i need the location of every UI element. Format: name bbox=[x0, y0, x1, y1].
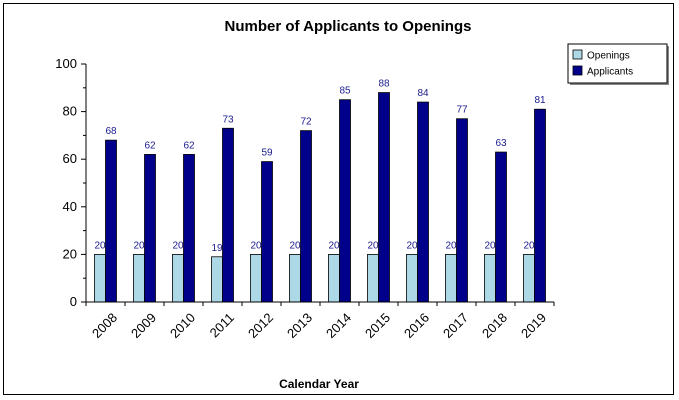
chart-title: Number of Applicants to Openings bbox=[225, 18, 472, 35]
chart-frame: Number of Applicants to Openings 20 68 20 6… bbox=[3, 3, 674, 395]
x-tick-label-2008: 2008 bbox=[89, 310, 120, 341]
data-label-applicants-2008: 68 bbox=[105, 126, 117, 137]
bar-applicants-2014 bbox=[339, 99, 351, 303]
data-label-applicants-2014: 85 bbox=[339, 86, 351, 97]
bar-openings-2016 bbox=[406, 253, 418, 303]
bar-applicants-2013 bbox=[300, 130, 312, 303]
data-labels-layer: 20 68 20 62 20 62 19 73 20 59 20 72 20 85 20 88 20 84 20 77… bbox=[94, 79, 546, 254]
data-label-openings-2009: 20 bbox=[133, 240, 145, 251]
data-label-applicants-2015: 88 bbox=[378, 79, 390, 90]
bar-applicants-2016 bbox=[417, 101, 429, 303]
data-label-openings-2008: 20 bbox=[94, 240, 106, 251]
data-label-openings-2010: 20 bbox=[172, 240, 184, 251]
bar-openings-2013 bbox=[289, 253, 301, 303]
bar-applicants-2012 bbox=[261, 161, 273, 303]
bar-openings-2011 bbox=[211, 256, 223, 303]
x-tick-label-2016: 2016 bbox=[401, 310, 432, 341]
data-label-openings-2015: 20 bbox=[367, 240, 379, 251]
x-tick-label-2017: 2017 bbox=[440, 310, 471, 341]
legend-swatch-applicants bbox=[572, 65, 583, 76]
legend-label-applicants: Applicants bbox=[587, 67, 633, 78]
bar-applicants-2011 bbox=[222, 127, 234, 303]
bar-applicants-2019 bbox=[534, 108, 546, 303]
legend-swatch-openings bbox=[572, 49, 583, 60]
bar-applicants-2018 bbox=[495, 151, 507, 303]
data-label-openings-2012: 20 bbox=[250, 240, 262, 251]
data-label-applicants-2017: 77 bbox=[456, 105, 468, 116]
legend-box bbox=[567, 43, 668, 84]
y-tick-label-60: 60 bbox=[63, 151, 77, 166]
data-label-openings-2014: 20 bbox=[328, 240, 340, 251]
y-tick-label-80: 80 bbox=[63, 104, 77, 119]
chart: Number of Applicants to Openings 20 68 20 6… bbox=[55, 18, 669, 391]
bar-openings-2010 bbox=[172, 253, 184, 303]
bar-openings-2012 bbox=[250, 253, 262, 303]
bar-applicants-2017 bbox=[456, 118, 468, 303]
x-tick-label-2014: 2014 bbox=[323, 310, 354, 341]
x-axis-title: Calendar Year bbox=[279, 377, 359, 391]
bar-openings-2018 bbox=[484, 253, 496, 303]
data-label-applicants-2018: 63 bbox=[495, 138, 507, 149]
bar-openings-2014 bbox=[328, 253, 340, 303]
data-label-applicants-2013: 72 bbox=[300, 117, 312, 128]
x-tick-label-2009: 2009 bbox=[128, 310, 159, 341]
bar-openings-2015 bbox=[367, 253, 379, 303]
data-label-openings-2018: 20 bbox=[484, 240, 496, 251]
data-label-openings-2019: 20 bbox=[523, 240, 535, 251]
data-label-openings-2016: 20 bbox=[406, 240, 418, 251]
bar-openings-2008 bbox=[94, 253, 106, 303]
x-tick-label-2015: 2015 bbox=[362, 310, 393, 341]
x-tick-label-2010: 2010 bbox=[167, 310, 198, 341]
data-label-applicants-2016: 84 bbox=[417, 88, 429, 99]
y-tick-label-40: 40 bbox=[63, 199, 77, 214]
bar-applicants-2010 bbox=[183, 154, 195, 303]
data-label-applicants-2019: 81 bbox=[534, 95, 546, 106]
data-label-openings-2013: 20 bbox=[289, 240, 301, 251]
bar-openings-2017 bbox=[445, 253, 457, 303]
bar-applicants-2009 bbox=[144, 154, 156, 303]
bar-openings-2009 bbox=[133, 253, 145, 303]
bar-applicants-2008 bbox=[105, 139, 117, 303]
bars-layer bbox=[94, 92, 546, 303]
data-label-applicants-2010: 62 bbox=[183, 140, 195, 151]
data-label-applicants-2009: 62 bbox=[144, 140, 156, 151]
x-tick-label-2018: 2018 bbox=[479, 310, 510, 341]
legend-label-openings: Openings bbox=[587, 51, 630, 62]
legend: Openings Applicants bbox=[567, 43, 669, 85]
y-tick-label-0: 0 bbox=[70, 294, 77, 309]
data-label-applicants-2012: 59 bbox=[261, 148, 273, 159]
data-label-openings-2017: 20 bbox=[445, 240, 457, 251]
y-tick-label-100: 100 bbox=[55, 56, 77, 71]
bar-openings-2019 bbox=[523, 253, 535, 303]
bar-applicants-2015 bbox=[378, 92, 390, 303]
y-tick-label-20: 20 bbox=[63, 246, 77, 261]
data-label-openings-2011: 19 bbox=[211, 243, 223, 254]
x-tick-label-2011: 2011 bbox=[207, 310, 237, 340]
x-tick-label-2012: 2012 bbox=[245, 310, 276, 341]
x-tick-label-2019: 2019 bbox=[518, 310, 549, 341]
x-tick-label-2013: 2013 bbox=[284, 310, 315, 341]
data-label-applicants-2011: 73 bbox=[222, 114, 234, 125]
